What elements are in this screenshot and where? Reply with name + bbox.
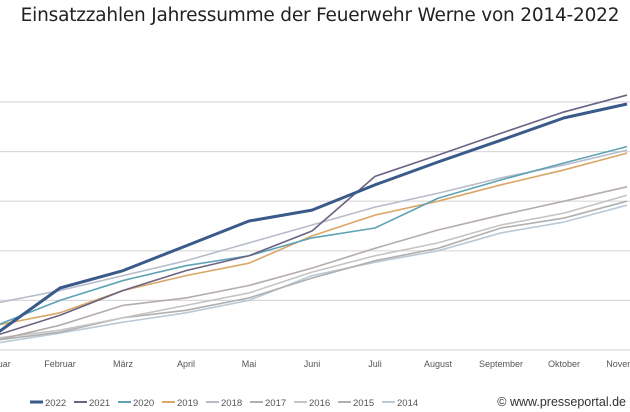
x-tick-label: Oktober — [548, 359, 580, 369]
x-tick-label: November — [606, 359, 630, 369]
x-tick-label: Januar — [0, 359, 11, 369]
watermark: © www.presseportal.de — [495, 395, 628, 409]
x-tick-label: April — [177, 359, 195, 369]
series-line-2019 — [0, 152, 628, 326]
legend-label-2014: 2014 — [397, 398, 418, 409]
legend-label-2018: 2018 — [221, 398, 242, 409]
legend-label-2021: 2021 — [89, 398, 110, 409]
legend-label-2022: 2022 — [45, 398, 66, 409]
legend-label-2017: 2017 — [265, 398, 286, 409]
series-line-2017 — [0, 186, 628, 341]
x-tick-label: Juni — [304, 359, 321, 369]
chart-title: Einsatzzahlen Jahressumme der Feuerwehr … — [20, 5, 620, 26]
legend-label-2019: 2019 — [177, 398, 198, 409]
x-tick-label: Mai — [242, 359, 257, 369]
x-tick-label: August — [424, 359, 453, 369]
series-line-2021 — [0, 94, 628, 336]
x-tick-label: Juli — [368, 359, 382, 369]
series-line-2016 — [0, 194, 628, 339]
legend-label-2020: 2020 — [133, 398, 154, 409]
series-line-2022 — [0, 102, 628, 333]
x-tick-label: September — [479, 359, 523, 369]
x-tick-label: Februar — [44, 359, 76, 369]
series-line-2015 — [0, 200, 628, 341]
legend-label-2016: 2016 — [309, 398, 330, 409]
x-tick-label: März — [113, 359, 133, 369]
series-line-2020 — [0, 145, 628, 325]
legend-label-2015: 2015 — [353, 398, 374, 409]
series-line-2014 — [0, 204, 628, 344]
